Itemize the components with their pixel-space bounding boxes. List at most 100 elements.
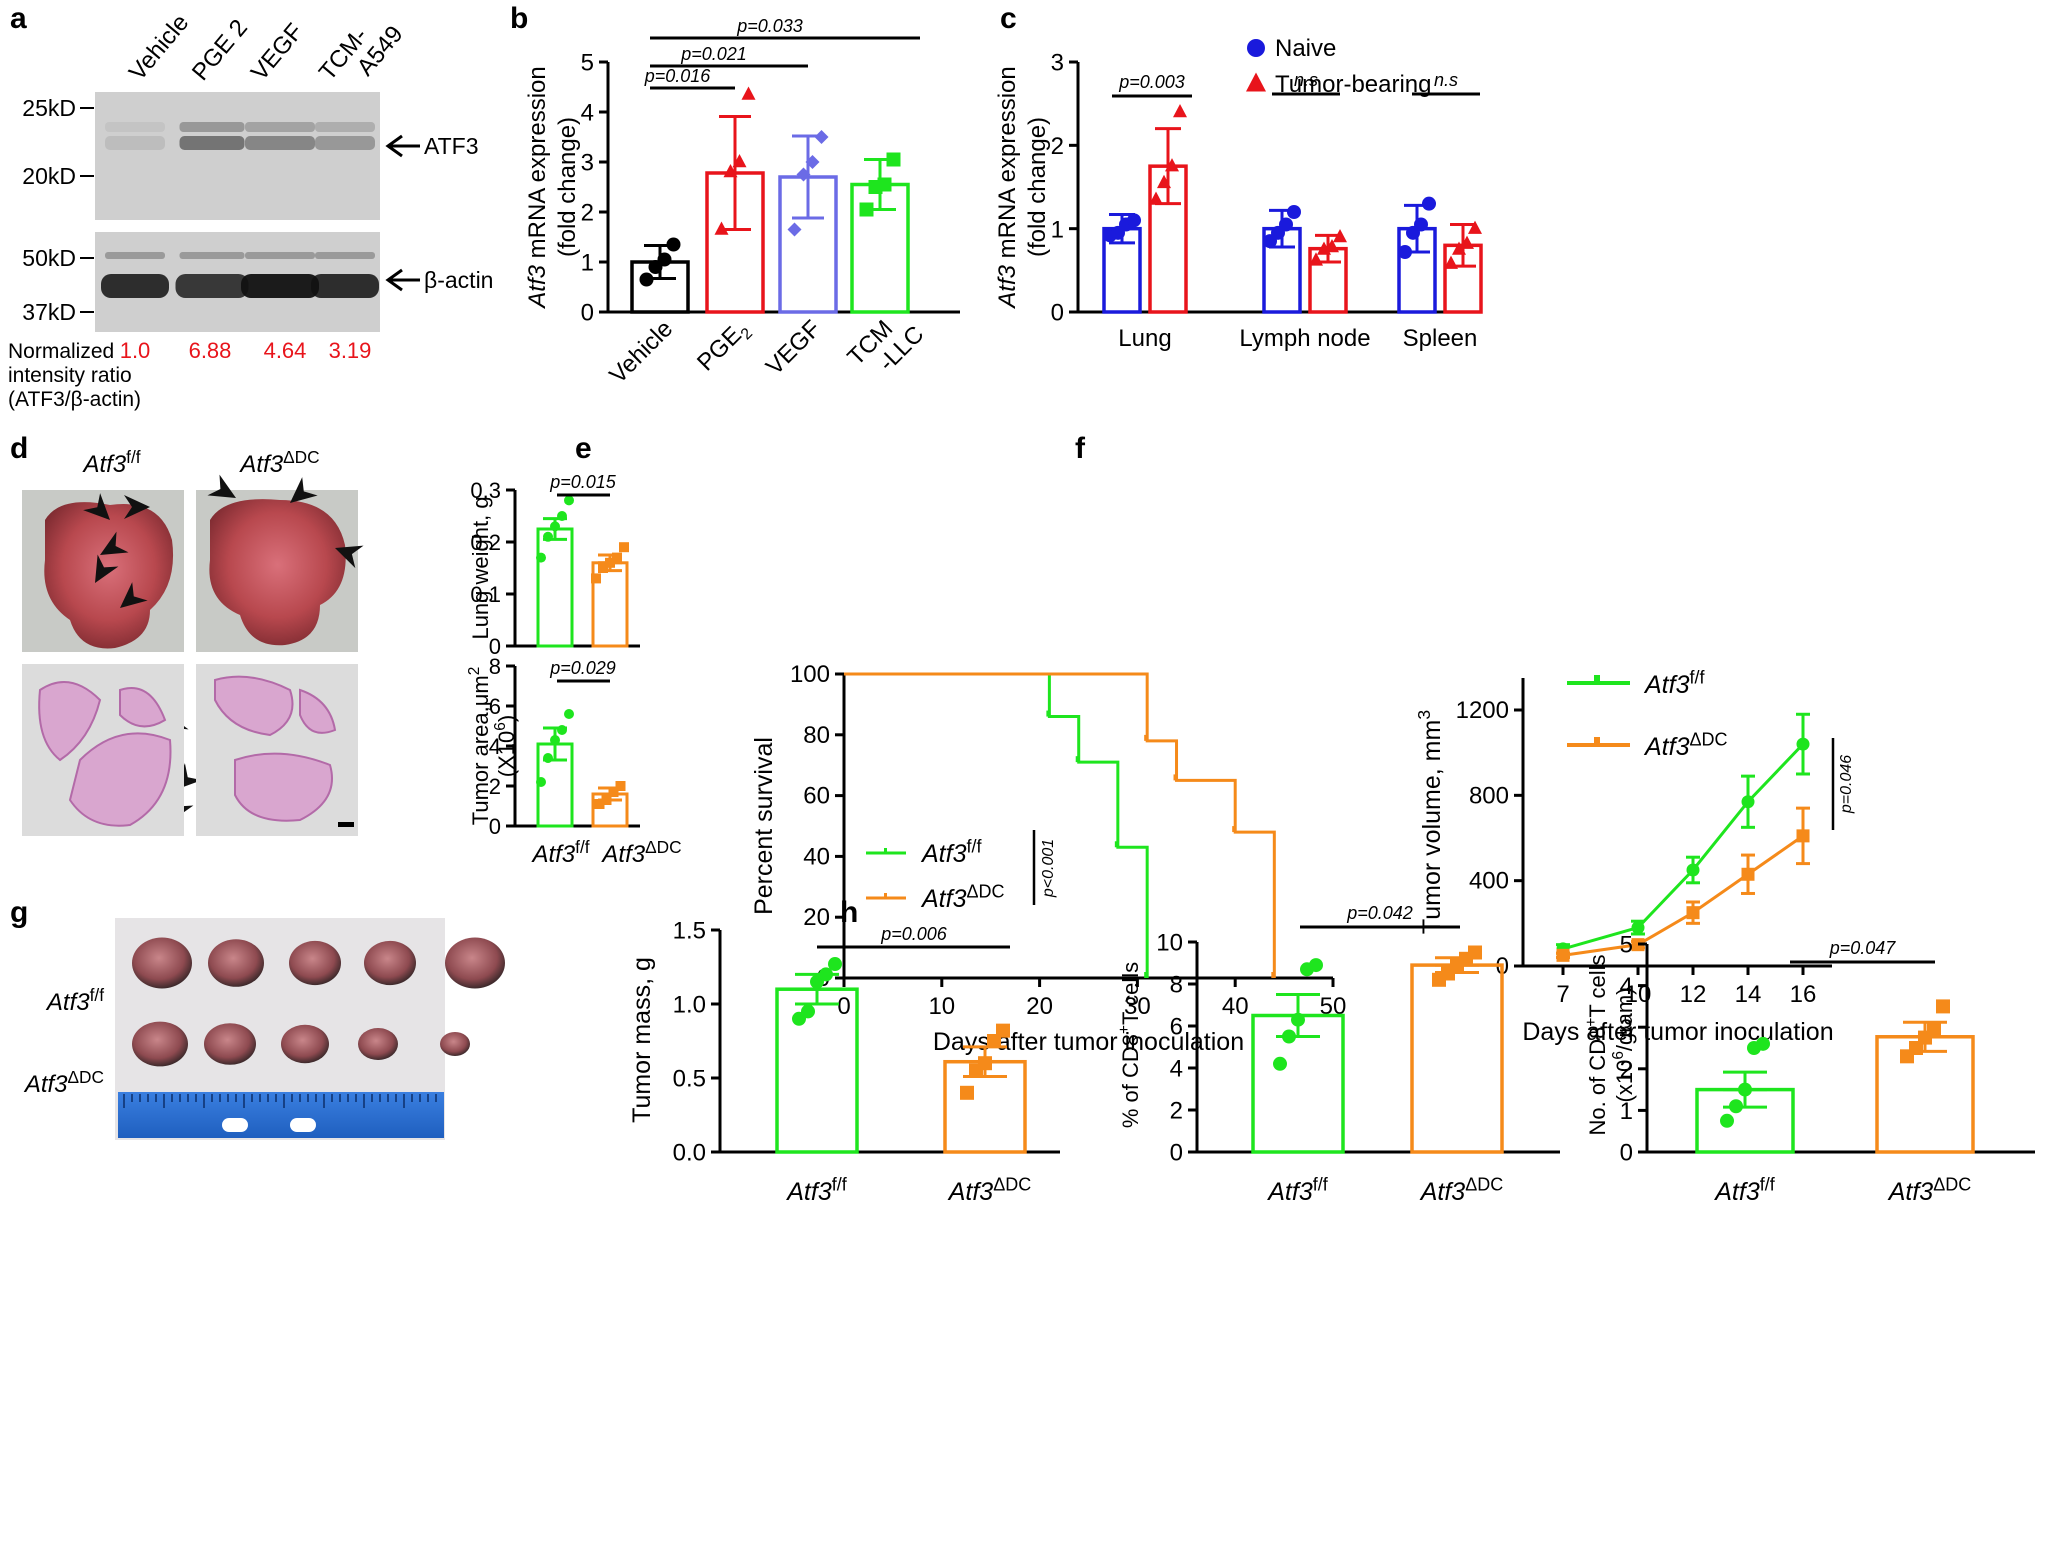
h-left-y-ticklabel: 0 [1170,1140,1183,1167]
h-right-y-label: No. of CD8+T cells [1583,955,1610,1136]
tumor-ff [445,937,505,989]
d-top-y-label: Lung weight, g [468,496,493,639]
marker-label: 20kD [22,163,76,189]
b-p-value: p=0.016 [644,66,712,86]
band-arrowhead [385,134,403,158]
data-point [1686,863,1700,877]
d-bot-y-label: Tumor area,μm2 [466,667,493,826]
legend-tick-ff [1594,675,1600,685]
data-point [557,511,567,521]
b-x-label: TCM-LLC [842,302,929,389]
data-point [1927,1022,1941,1037]
panel-c-letter: c [1000,2,1017,35]
data-point [1422,196,1436,211]
d-bot-y-ticklabel: 2 [489,774,501,799]
tumor-ff [289,940,341,986]
data-point [608,787,619,797]
bar [536,527,574,648]
f-y-ticklabel: 400 [1469,868,1509,895]
chart-h-left: 0 2 4 6 8 10 p=0.042 % of CD8+T cells Atf3f/f Atf… [1116,903,1560,1206]
tumor-images [132,937,505,1067]
h-left-y-label: % of CD8+T cells [1116,962,1143,1128]
tumor-dc [358,1028,398,1060]
panel-g: g Atf3f/f Atf3ΔDC 0.0 0.5 1.0 1.5 p=0.006 Tumo… [10,896,1060,1206]
atf3-band [179,136,245,150]
band-label: β-actin [424,267,493,293]
panel-e-letter: e [575,432,592,465]
e-legend-dc: Atf3ΔDC [920,882,1005,914]
arrowhead [124,495,150,519]
data-point [598,563,608,573]
c-p-value: n.s [1434,70,1458,90]
data-point [1468,945,1482,960]
h-right-y-ticklabel: 4 [1620,973,1633,1000]
data-point [828,957,842,972]
data-point [1738,1082,1752,1097]
h-right-x-label-dc: Atf3ΔDC [1887,1175,1972,1207]
b-y-ticklabel: 5 [581,50,594,77]
data-point [657,252,672,267]
legend-label-tumor: Tumor-bearing [1275,71,1432,98]
e-x-ticklabel: 0 [837,993,850,1020]
c-y-label2: (fold change) [1024,117,1051,257]
h-left-y-ticklabel: 6 [1170,1014,1183,1041]
f-y-label: Tumor volume, mm3 [1414,710,1446,934]
censor-mark [1232,826,1236,833]
c-y-ticklabel: 3 [1051,50,1064,77]
panel-d-letter: d [10,432,28,465]
data-point [1796,737,1810,751]
d-bot-y-ticklabel: 4 [489,734,501,759]
data-point [960,1085,974,1100]
censor-mark [1144,734,1148,741]
data-point [805,155,820,169]
d-top-p-value: p=0.015 [549,472,617,492]
g-x-label-dc: Atf3ΔDC [947,1175,1032,1207]
data-point [819,967,833,982]
e-y-ticklabel: 60 [803,783,830,810]
f-x-label: Days after tumor inoculation [1522,1018,1833,1046]
data-point [1460,235,1474,249]
ruler-ticks [123,1094,437,1132]
data-point [612,552,622,563]
h-right-y-ticklabel: 0 [1620,1140,1633,1167]
g-x-label-ff: Atf3f/f [785,1175,847,1207]
blot-atf3 [95,92,380,220]
data-point [1631,921,1645,935]
actin-band [245,252,315,259]
atf3-band [315,136,375,150]
data-point [1444,255,1458,269]
h-left-y-ticklabel: 10 [1156,930,1183,957]
f-x-ticklabel: 14 [1735,981,1762,1008]
arrowhead [100,531,129,555]
h-left-x-label-ff: Atf3f/f [1266,1175,1328,1207]
data-point [615,781,626,791]
h-left-x-label-dc: Atf3ΔDC [1419,1175,1504,1207]
c-y-label: Atf3 mRNA expression [994,66,1021,309]
data-point [1157,174,1171,189]
data-point [1173,103,1187,118]
legend-tick-dc [884,893,887,899]
data-point [814,130,829,144]
panel-e: e 02040608010001020304050Days after tumo… [575,432,1346,1056]
e-legend-ff: Atf3f/f [920,837,982,869]
c-x-label: Lung [1118,325,1171,352]
g-y-label: Tumor mass, g [628,957,656,1123]
b-x-label: VEGF [761,315,826,380]
panel-h-letter: h [840,896,858,929]
c-y-ticklabel: 1 [1051,216,1064,243]
legend-tick-dc [1594,737,1600,747]
data-point [1165,158,1179,172]
data-point [978,1056,992,1071]
legend-tick-ff [884,848,887,854]
actin-band [241,274,319,298]
h-right-y-ticklabel: 2 [1620,1056,1633,1083]
d-x-label-dc: Atf3ΔDC [600,837,681,868]
tumor-ff [364,940,416,986]
b-y-ticklabel: 4 [581,100,594,127]
h-right-y-ticklabel: 5 [1620,932,1633,959]
